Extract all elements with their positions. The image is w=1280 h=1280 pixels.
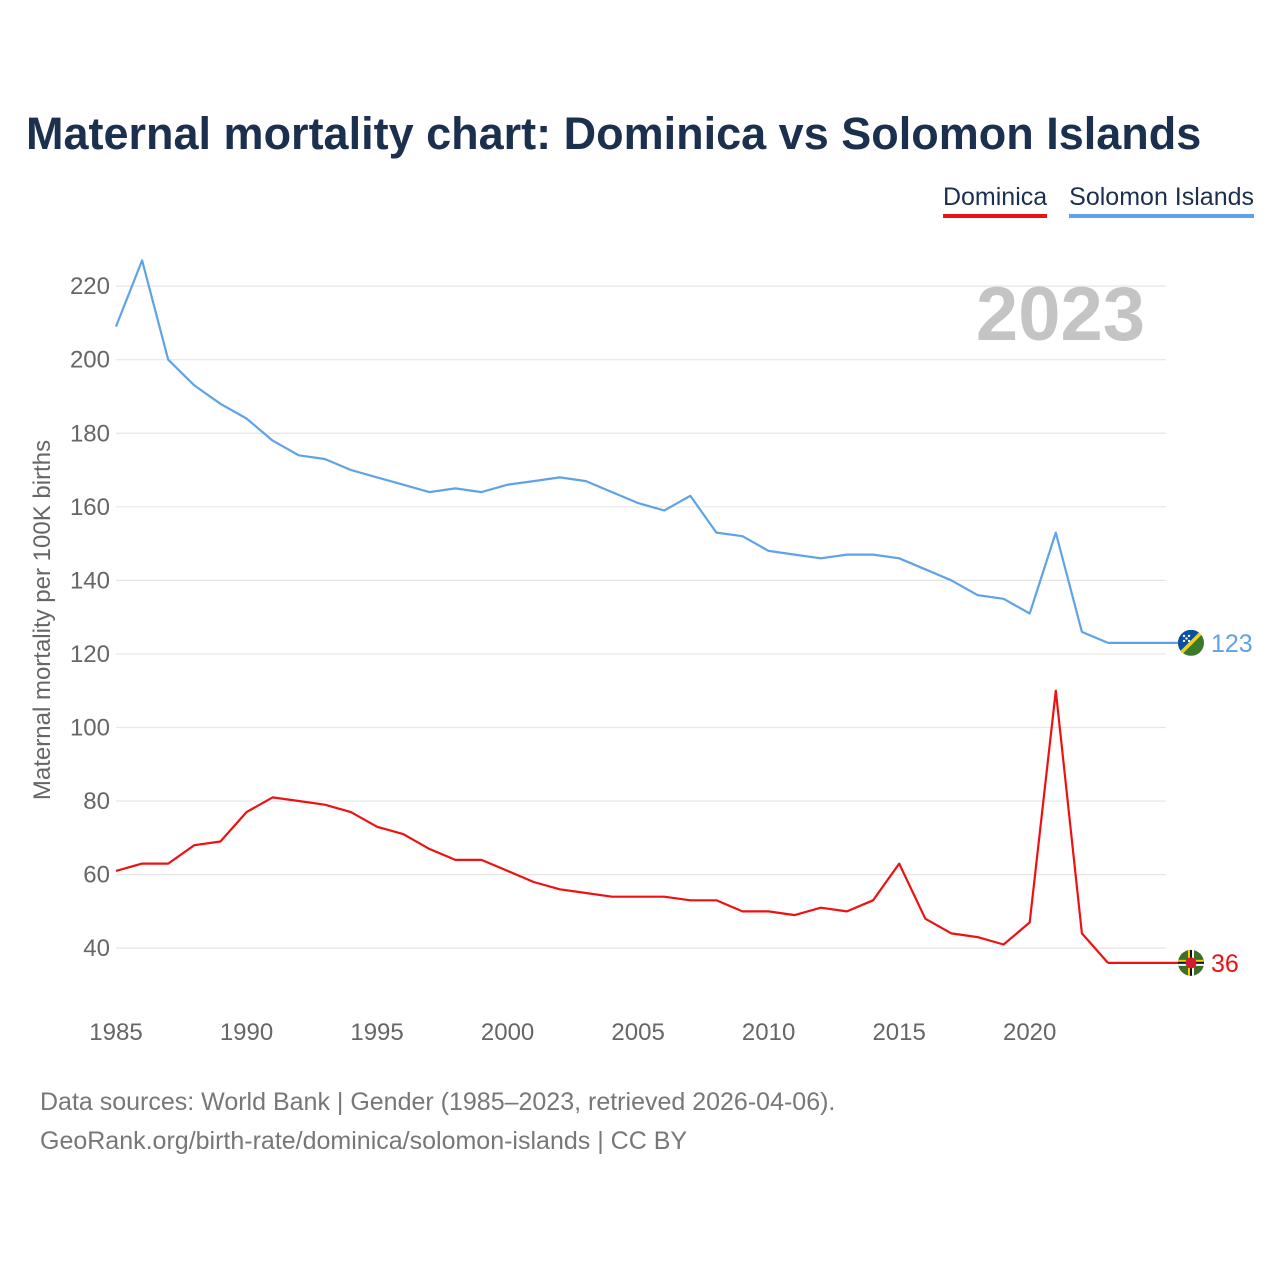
y-tick-label-160: 160 bbox=[70, 494, 110, 521]
x-tick-label-2000: 2000 bbox=[481, 1019, 534, 1046]
x-axis-ticks: 1985 1990 1995 2000 2005 2010 2015 2020 bbox=[89, 1019, 1056, 1046]
x-tick-label-1990: 1990 bbox=[220, 1019, 273, 1046]
y-tick-label-40: 40 bbox=[83, 935, 110, 962]
dominica-flag-icon bbox=[1178, 949, 1204, 976]
y-tick-label-100: 100 bbox=[70, 714, 110, 741]
series-lines bbox=[114, 259, 1178, 964]
data-sources-note: Data sources: World Bank | Gender (1985–… bbox=[40, 1088, 836, 1116]
legend-item-dominica[interactable]: Dominica bbox=[942, 183, 1048, 218]
y-axis-label: Maternal mortality per 100K births bbox=[29, 440, 56, 800]
y-tick-label-60: 60 bbox=[83, 862, 110, 889]
gridlines bbox=[116, 285, 1166, 949]
x-tick-label-2010: 2010 bbox=[742, 1019, 795, 1046]
solomon-islands-series-line bbox=[114, 259, 1109, 644]
y-tick-label-180: 180 bbox=[70, 420, 110, 447]
y-tick-label-80: 80 bbox=[83, 788, 110, 815]
footer: Data sources: World Bank | Gender (1985–… bbox=[40, 1083, 835, 1161]
x-tick-label-1995: 1995 bbox=[350, 1019, 403, 1046]
x-tick-label-2005: 2005 bbox=[611, 1019, 664, 1046]
legend-item-solomon-islands[interactable]: Solomon Islands bbox=[1069, 183, 1254, 218]
y-tick-label-120: 120 bbox=[70, 641, 110, 668]
y-tick-label-140: 140 bbox=[70, 567, 110, 594]
legend: Dominica Solomon Islands bbox=[942, 183, 1254, 218]
y-axis-ticks: 40 60 80 100 120 140 160 180 200 220 bbox=[70, 273, 110, 962]
y-tick-label-220: 220 bbox=[70, 273, 110, 300]
chart-title: Maternal mortality chart: Dominica vs So… bbox=[26, 108, 1202, 159]
dominica-series-line bbox=[115, 689, 1109, 964]
y-tick-label-200: 200 bbox=[70, 347, 110, 374]
dominica-end-value: 36 bbox=[1211, 950, 1239, 978]
year-watermark: 2023 bbox=[976, 272, 1145, 357]
x-tick-label-2020: 2020 bbox=[1003, 1019, 1056, 1046]
x-tick-label-1985: 1985 bbox=[89, 1019, 142, 1046]
solomon-islands-end-value: 123 bbox=[1211, 630, 1253, 658]
credit-link[interactable]: GeoRank.org/birth-rate/dominica/solomon-… bbox=[40, 1127, 688, 1155]
solomon-islands-flag-icon bbox=[1178, 629, 1204, 656]
x-tick-label-2015: 2015 bbox=[872, 1019, 925, 1046]
